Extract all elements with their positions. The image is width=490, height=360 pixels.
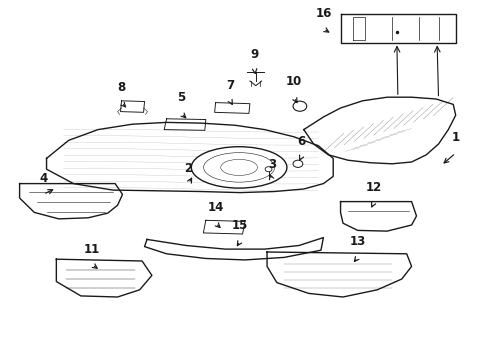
Polygon shape xyxy=(121,101,145,112)
Text: 9: 9 xyxy=(251,48,259,61)
Polygon shape xyxy=(267,252,412,297)
Text: 6: 6 xyxy=(297,135,305,148)
Polygon shape xyxy=(304,97,456,164)
Polygon shape xyxy=(164,119,206,130)
Polygon shape xyxy=(56,259,152,297)
Text: 14: 14 xyxy=(207,201,224,214)
Circle shape xyxy=(293,160,303,167)
Polygon shape xyxy=(341,202,416,231)
Polygon shape xyxy=(341,14,456,43)
Circle shape xyxy=(293,101,307,111)
Text: 2: 2 xyxy=(185,162,193,175)
Polygon shape xyxy=(145,238,323,260)
Ellipse shape xyxy=(191,147,287,188)
Text: 15: 15 xyxy=(232,219,248,232)
Text: 10: 10 xyxy=(286,75,302,88)
Text: 11: 11 xyxy=(84,243,100,256)
Text: 3: 3 xyxy=(268,158,276,171)
Polygon shape xyxy=(215,103,250,113)
Text: 4: 4 xyxy=(39,172,47,185)
Text: 12: 12 xyxy=(365,181,382,194)
Text: 16: 16 xyxy=(315,7,332,20)
Text: 8: 8 xyxy=(118,81,125,94)
Polygon shape xyxy=(203,220,245,234)
Polygon shape xyxy=(20,184,122,219)
Text: 13: 13 xyxy=(349,235,366,248)
Text: 7: 7 xyxy=(226,79,234,92)
Text: 1: 1 xyxy=(452,131,460,144)
Text: 5: 5 xyxy=(177,91,185,104)
Polygon shape xyxy=(47,122,333,193)
Circle shape xyxy=(265,167,272,172)
